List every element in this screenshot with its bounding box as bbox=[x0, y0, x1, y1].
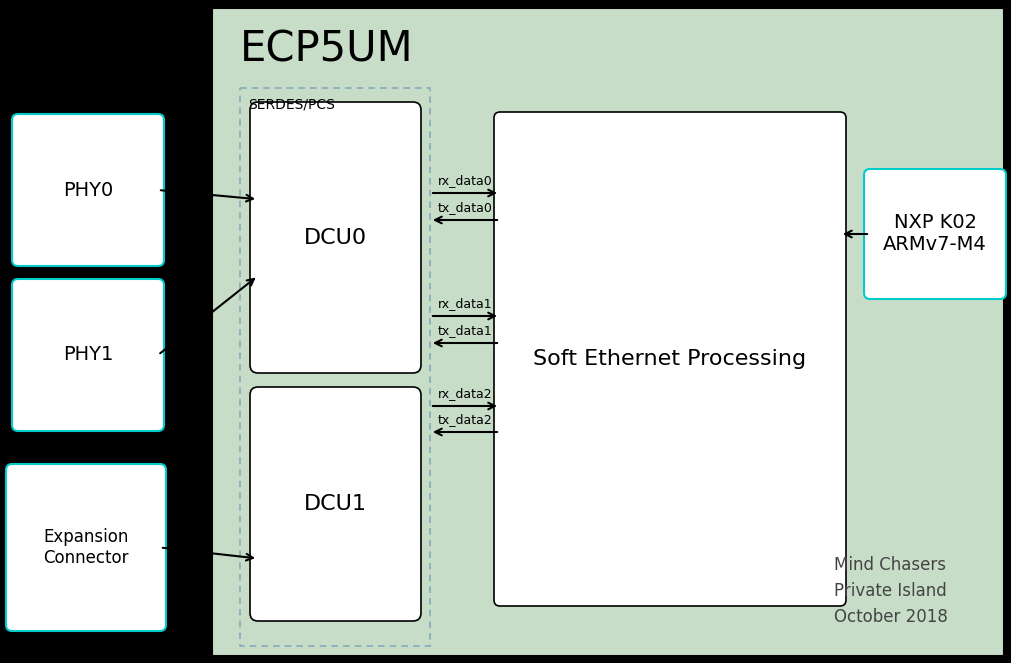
Text: ECP5UM: ECP5UM bbox=[240, 28, 413, 70]
Text: tx_data0: tx_data0 bbox=[438, 201, 492, 214]
Text: DCU0: DCU0 bbox=[304, 227, 367, 247]
Text: SERDES/PCS: SERDES/PCS bbox=[248, 97, 335, 111]
Text: Expansion
Connector: Expansion Connector bbox=[43, 528, 128, 567]
FancyBboxPatch shape bbox=[12, 114, 164, 266]
Text: NXP K02
ARMv7-M4: NXP K02 ARMv7-M4 bbox=[884, 213, 987, 255]
Bar bbox=[240, 88, 430, 646]
Text: PHY0: PHY0 bbox=[63, 180, 113, 200]
Text: DCU1: DCU1 bbox=[304, 494, 367, 514]
FancyBboxPatch shape bbox=[250, 387, 421, 621]
Text: PHY1: PHY1 bbox=[63, 345, 113, 365]
Text: rx_data2: rx_data2 bbox=[438, 387, 492, 400]
Text: October 2018: October 2018 bbox=[834, 608, 948, 626]
Text: rx_data1: rx_data1 bbox=[438, 297, 492, 310]
FancyBboxPatch shape bbox=[250, 102, 421, 373]
FancyBboxPatch shape bbox=[494, 112, 846, 606]
FancyBboxPatch shape bbox=[6, 464, 166, 631]
Text: Private Island: Private Island bbox=[834, 582, 946, 600]
FancyBboxPatch shape bbox=[12, 279, 164, 431]
Text: Mind Chasers: Mind Chasers bbox=[834, 556, 946, 574]
Text: rx_data0: rx_data0 bbox=[438, 174, 492, 187]
Bar bbox=[212, 8, 1004, 656]
Text: tx_data2: tx_data2 bbox=[438, 413, 492, 426]
Text: tx_data1: tx_data1 bbox=[438, 324, 492, 337]
FancyBboxPatch shape bbox=[864, 169, 1006, 299]
Text: Soft Ethernet Processing: Soft Ethernet Processing bbox=[534, 349, 807, 369]
